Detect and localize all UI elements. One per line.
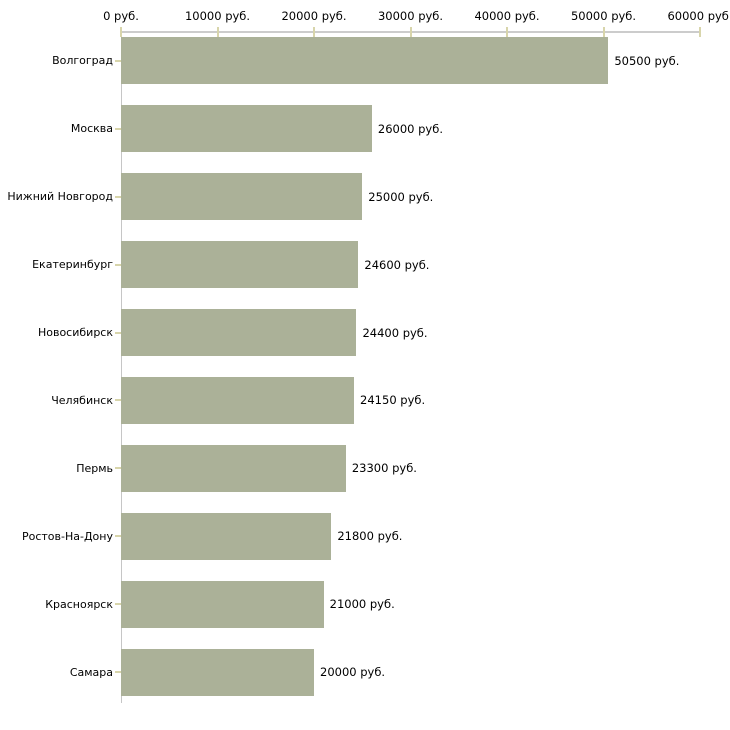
y-axis-line [121,31,122,703]
x-tick-label: 10000 руб. [184,9,251,23]
value-label: 25000 руб. [368,189,434,204]
x-tick-label: 20000 руб. [281,9,347,23]
bar [121,580,324,628]
bar [121,309,357,357]
bar-row: Самара 20000 руб. [0,638,730,706]
bar [121,37,609,85]
y-tick-mark [115,331,121,334]
bar [121,241,359,289]
value-label: 20000 руб. [320,665,386,680]
y-tick-mark [115,399,121,402]
bar [121,512,332,560]
category-label: Самара [69,665,113,679]
bar [121,173,363,221]
x-tick-label: 30000 руб. [377,9,444,23]
category-label: Ростов-На-Дону [21,529,113,543]
bar-row: Пермь 23300 руб. [0,434,730,502]
bar-row: Красноярск 21000 руб. [0,570,730,638]
bar [121,648,314,696]
bar-row: Москва 26000 руб. [0,95,730,163]
bar-row: Нижний Новгород 25000 руб. [0,163,730,231]
bar-row: Волгоград 50500 руб. [0,27,730,95]
x-tick-label: 40000 руб. [474,9,540,23]
x-tick-label: 60000 руб. [667,9,730,23]
category-label: Волгоград [52,54,113,68]
bar [121,376,355,424]
y-tick-mark [115,59,121,62]
y-tick-mark [115,671,121,674]
x-tick-label: 0 руб. [103,9,139,23]
y-tick-mark [115,263,121,266]
bar [121,105,372,153]
category-label: Москва [70,122,113,136]
y-tick-mark [115,127,121,130]
bar [121,444,346,492]
x-tick-mark [409,27,412,37]
y-tick-mark [115,467,121,470]
y-tick-mark [115,603,121,606]
bar-row: Челябинск 24150 руб. [0,367,730,435]
x-tick-mark [602,27,605,37]
x-tick-mark [216,27,219,37]
category-label: Красноярск [45,597,113,611]
y-tick-mark [115,195,121,198]
category-label: Новосибирск [37,326,113,340]
x-tick-mark [120,27,122,37]
category-label: Нижний Новгород [7,190,113,204]
x-tick-mark [699,27,701,37]
category-label: Пермь [76,461,113,475]
value-label: 21800 руб. [337,529,403,544]
bar-row: Новосибирск 24400 руб. [0,299,730,367]
category-label: Челябинск [51,393,113,407]
value-label: 23300 руб. [351,461,417,476]
value-label: 24150 руб. [360,393,426,408]
y-tick-mark [115,535,121,538]
x-tick-label: 50000 руб. [570,9,637,23]
value-label: 50500 руб. [614,53,680,68]
bar-row: Екатеринбург 24600 руб. [0,231,730,299]
x-tick-mark [313,27,315,37]
value-label: 26000 руб. [377,121,443,136]
value-label: 24600 руб. [364,257,430,272]
bar-row: Ростов-На-Дону 21800 руб. [0,502,730,570]
category-label: Екатеринбург [32,258,113,272]
value-label: 24400 руб. [362,325,428,340]
value-label: 21000 руб. [329,597,395,612]
x-tick-mark [506,27,508,37]
